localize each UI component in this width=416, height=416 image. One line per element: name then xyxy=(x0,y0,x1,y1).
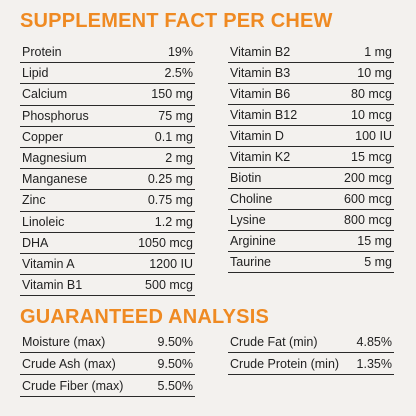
nutrient-name: Vitamin B2 xyxy=(230,45,291,59)
nutrient-name: Crude Fat (min) xyxy=(230,334,318,349)
nutrient-value: 800 mcg xyxy=(344,213,392,227)
nutrient-name: Vitamin A xyxy=(22,256,75,271)
table-row: Phosphorus 75 mg xyxy=(20,106,195,127)
table-row: Copper 0.1 mg xyxy=(20,127,195,148)
nutrient-table: Vitamin B2 1 mg Vitamin B3 10 mg Vitamin B6 8… xyxy=(228,42,394,273)
nutrient-value: 0.75 mg xyxy=(147,193,193,208)
nutrient-value: 80 mcg xyxy=(351,87,392,101)
table-row: Manganese 0.25 mg xyxy=(20,169,195,191)
table-row: Choline 600 mcg xyxy=(228,189,394,210)
nutrient-name: Choline xyxy=(230,192,273,206)
nutrient-value: 200 mcg xyxy=(344,171,392,185)
table-row: Crude Fat (min) 4.85% xyxy=(228,331,394,353)
nutrient-name: Biotin xyxy=(230,171,262,185)
nutrient-value: 4.85% xyxy=(356,334,392,349)
table-row: Biotin 200 mcg xyxy=(228,168,394,189)
table-row: Vitamin B6 80 mcg xyxy=(228,84,394,105)
nutrient-name: Manganese xyxy=(22,172,88,187)
nutrient-value: 5 mg xyxy=(364,255,392,269)
nutrient-value: 15 mg xyxy=(357,234,392,248)
nutrient-value: 150 mg xyxy=(151,87,193,102)
table-row: Protein 19% xyxy=(20,42,195,64)
nutrient-value: 1.2 mg xyxy=(154,214,193,229)
table-row: Arginine 15 mg xyxy=(228,231,394,252)
nutrient-value: 2 mg xyxy=(165,151,193,166)
nutrient-name: DHA xyxy=(22,235,49,250)
nutrient-value: 19% xyxy=(167,45,193,60)
nutrient-value: 10 mcg xyxy=(351,108,392,122)
nutrient-name: Crude Fiber (max) xyxy=(22,378,124,393)
nutrient-name: Protein xyxy=(22,45,62,60)
nutrient-name: Moisture (max) xyxy=(22,334,106,349)
nutrient-name: Arginine xyxy=(230,234,276,248)
nutrient-name: Copper xyxy=(22,129,63,144)
analysis-table: Moisture (max) 9.50% Crude Ash (max) 9.50% C… xyxy=(20,331,195,397)
nutrient-name: Lipid xyxy=(22,66,49,81)
nutrient-value: 600 mcg xyxy=(344,192,392,206)
table-row: Crude Fiber (max) 5.50% xyxy=(20,375,195,397)
nutrient-value: 75 mg xyxy=(158,108,193,123)
table-row: Vitamin D 100 IU xyxy=(228,126,394,147)
nutrient-name: Zinc xyxy=(22,193,46,208)
table-row: Calcium 150 mg xyxy=(20,84,195,106)
nutrient-value: 10 mg xyxy=(357,66,392,80)
table-row: Vitamin B1 500 mcg xyxy=(20,275,195,297)
nutrient-name: Magnesium xyxy=(22,151,87,166)
section-title: SUPPLEMENT FACT PER CHEW xyxy=(20,10,333,32)
table-row: Linoleic 1.2 mg xyxy=(20,212,195,233)
section-title: GUARANTEED ANALYSIS xyxy=(20,306,270,328)
nutrient-value: 1050 mcg xyxy=(138,235,193,250)
nutrient-value: 15 mcg xyxy=(351,150,392,164)
nutrient-value: 1200 IU xyxy=(149,256,193,271)
table-row: Vitamin A 1200 IU xyxy=(20,254,195,276)
nutrient-name: Taurine xyxy=(230,255,271,269)
table-row: Zinc 0.75 mg xyxy=(20,190,195,212)
nutrient-name: Vitamin B3 xyxy=(230,66,291,80)
table-row: Moisture (max) 9.50% xyxy=(20,331,195,353)
nutrient-name: Vitamin D xyxy=(230,129,284,143)
nutrient-value: 0.1 mg xyxy=(154,129,193,144)
nutrient-name: Vitamin B12 xyxy=(230,108,298,122)
nutrient-name: Crude Ash (max) xyxy=(22,356,116,371)
table-row: Lysine 800 mcg xyxy=(228,210,394,231)
table-row: Vitamin B12 10 mcg xyxy=(228,105,394,126)
nutrient-value: 9.50% xyxy=(157,356,193,371)
nutrient-value: 100 IU xyxy=(355,129,392,143)
nutrient-name: Vitamin B1 xyxy=(22,278,83,293)
nutrient-table: Protein 19% Lipid 2.5% Calcium 150 mg Phosphor… xyxy=(20,42,195,297)
nutrient-value: 1 mg xyxy=(364,45,392,59)
nutrient-name: Lysine xyxy=(230,213,266,227)
table-row: DHA 1050 mcg xyxy=(20,233,195,254)
analysis-table: Crude Fat (min) 4.85% Crude Protein (min) 1… xyxy=(228,331,394,375)
table-row: Vitamin B2 1 mg xyxy=(228,42,394,63)
nutrient-name: Calcium xyxy=(22,87,68,102)
nutrient-name: Crude Protein (min) xyxy=(230,356,340,371)
nutrient-name: Linoleic xyxy=(22,214,65,229)
nutrient-value: 1.35% xyxy=(356,356,392,371)
nutrient-value: 500 mcg xyxy=(145,278,193,293)
table-row: Taurine 5 mg xyxy=(228,252,394,273)
table-row: Vitamin B3 10 mg xyxy=(228,63,394,84)
nutrient-value: 2.5% xyxy=(164,66,194,81)
nutrient-value: 9.50% xyxy=(157,334,193,349)
table-row: Crude Protein (min) 1.35% xyxy=(228,353,394,375)
table-row: Vitamin K2 15 mcg xyxy=(228,147,394,168)
table-row: Crude Ash (max) 9.50% xyxy=(20,353,195,375)
table-row: Lipid 2.5% xyxy=(20,63,195,85)
nutrient-name: Phosphorus xyxy=(22,108,89,123)
nutrient-name: Vitamin B6 xyxy=(230,87,291,101)
table-row: Magnesium 2 mg xyxy=(20,148,195,170)
nutrient-name: Vitamin K2 xyxy=(230,150,291,164)
nutrient-value: 0.25 mg xyxy=(147,172,193,187)
nutrient-value: 5.50% xyxy=(157,378,193,393)
